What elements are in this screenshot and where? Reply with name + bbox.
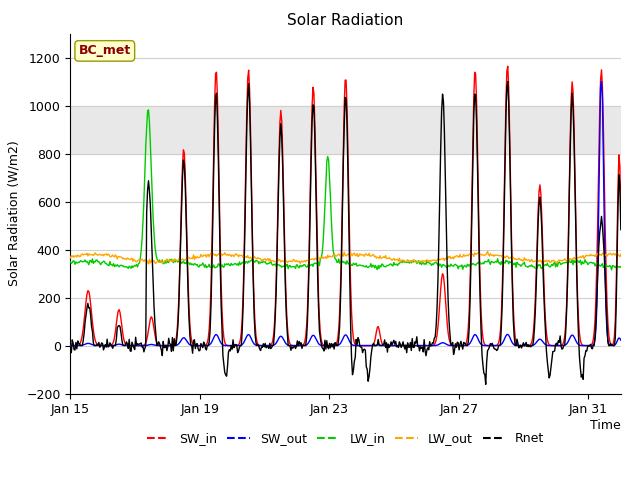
Text: BC_met: BC_met xyxy=(79,44,131,58)
Bar xyxy=(70,106,621,154)
Legend: SW_in, SW_out, LW_in, LW_out, Rnet: SW_in, SW_out, LW_in, LW_out, Rnet xyxy=(142,427,549,450)
Title: Solar Radiation: Solar Radiation xyxy=(287,13,404,28)
Y-axis label: Solar Radiation (W/m2): Solar Radiation (W/m2) xyxy=(8,141,20,287)
Text: Time: Time xyxy=(590,419,621,432)
